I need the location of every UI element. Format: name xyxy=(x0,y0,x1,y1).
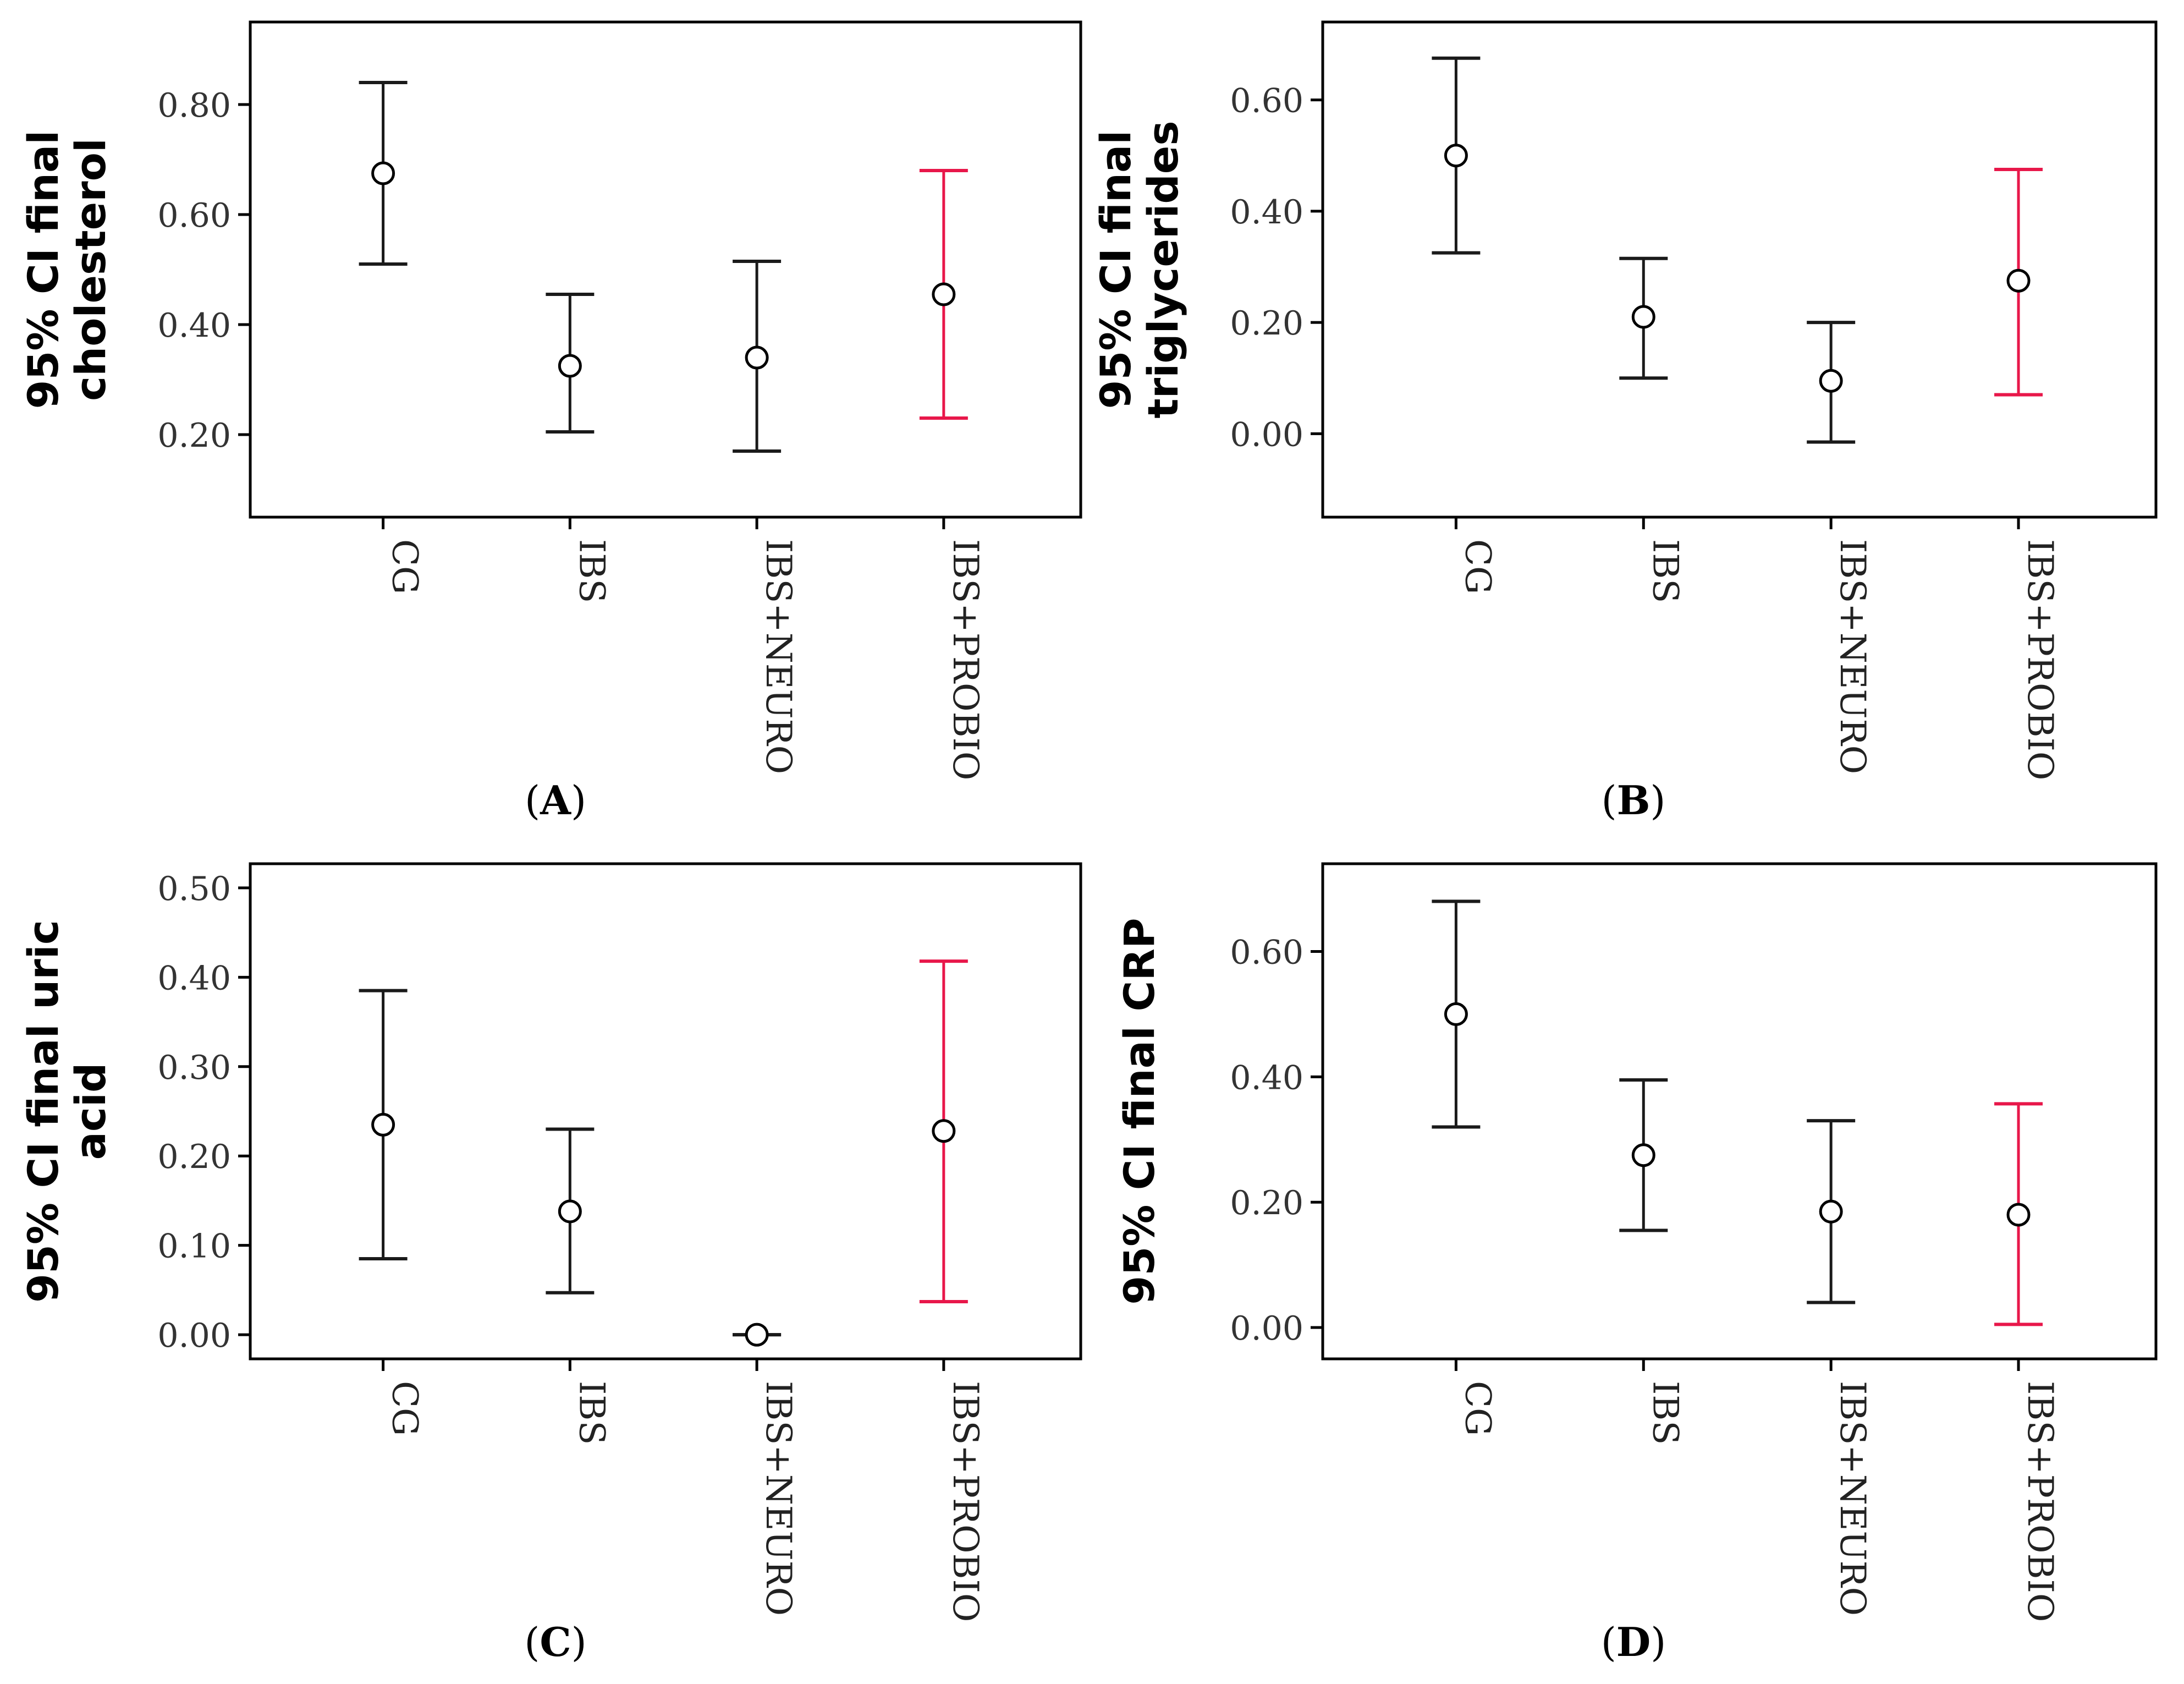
y-tick-label: 0.40 xyxy=(1230,193,1303,232)
errorbar-ibs xyxy=(546,293,595,434)
chart-panel-c: 0.50 0.40 0.30 0.20 0.10 0.00 CG IBS IBS+NEURO IB… xyxy=(19,862,1082,1665)
mean-point xyxy=(2006,1203,2031,1227)
panel-caption: (A) xyxy=(525,777,586,824)
errorbar-ibs xyxy=(1619,1078,1668,1232)
errorbar-ibs-probio xyxy=(1994,167,2043,397)
x-tick-label: CG xyxy=(1457,1381,1498,1436)
y-tick-label: 0.40 xyxy=(157,306,231,345)
y-axis-title-line: acid xyxy=(66,1063,115,1160)
mean-point xyxy=(745,345,769,370)
x-tick-label: CG xyxy=(384,539,425,594)
panel-caption: (B) xyxy=(1601,777,1665,824)
mean-point xyxy=(1819,369,1843,393)
mean-point xyxy=(371,161,395,185)
y-tick-label: 0.00 xyxy=(1230,1309,1303,1348)
mean-point xyxy=(745,1323,769,1347)
y-tick-label: 0.40 xyxy=(1230,1058,1303,1097)
plot-frame xyxy=(249,862,1082,1361)
errorbar-ibs xyxy=(546,1127,595,1294)
y-tick-label: 0.00 xyxy=(157,1317,231,1355)
errorbar-ibs-neuro xyxy=(733,260,782,453)
y-axis-title-line: 95% CI final CRP xyxy=(1115,918,1164,1304)
y-axis-title-line: 95% CI final xyxy=(19,130,68,409)
errorbar-cg xyxy=(1432,899,1481,1129)
mean-point xyxy=(558,1199,582,1224)
x-tick-label: IBS+NEURO xyxy=(758,1381,799,1616)
errorbar-ibs-neuro xyxy=(733,1323,782,1347)
mean-point xyxy=(932,282,956,306)
y-axis-title-line: 95% CI final xyxy=(1091,130,1140,409)
x-tick-label: IBS+PROBIO xyxy=(2020,539,2060,780)
x-tick-label: IBS+PROBIO xyxy=(945,539,986,780)
y-axis-title-line: triglycerides xyxy=(1138,120,1187,418)
y-tick-label: 0.20 xyxy=(1230,1184,1303,1222)
mean-point xyxy=(558,354,582,378)
y-tick-label: 0.20 xyxy=(157,1138,231,1176)
y-tick-label: 0.80 xyxy=(157,86,231,125)
mean-point xyxy=(932,1119,956,1143)
y-axis-title-line: 95% CI final uric xyxy=(19,920,68,1303)
errorbar-cg xyxy=(359,81,408,266)
errorbar-cg xyxy=(359,989,408,1261)
plot-frame xyxy=(249,20,1082,519)
x-tick-label: IBS+PROBIO xyxy=(2020,1381,2060,1622)
y-tick-label: 0.40 xyxy=(157,959,231,997)
x-tick-label: IBS xyxy=(571,539,612,603)
errorbar-ibs-probio xyxy=(919,959,968,1304)
y-tick-label: 0.20 xyxy=(157,416,231,455)
errorbar-ibs-probio xyxy=(1994,1102,2043,1326)
x-tick-label: IBS+NEURO xyxy=(1832,539,1873,774)
y-tick-label: 0.30 xyxy=(157,1049,231,1087)
y-tick-label: 0.20 xyxy=(1230,304,1303,343)
chart-panel-b: 0.60 0.40 0.20 0.00 CG IBS IBS+NEURO IBS+PROBIO… xyxy=(1091,20,2158,824)
errorbar-ibs-probio xyxy=(919,169,968,420)
y-tick-label: 0.60 xyxy=(1230,933,1303,972)
panel-caption: (D) xyxy=(1601,1619,1666,1665)
mean-point xyxy=(1631,1143,1655,1167)
x-tick-label: IBS+NEURO xyxy=(1832,1381,1873,1616)
plot-frame xyxy=(1321,862,2158,1361)
mean-point xyxy=(1444,144,1468,168)
mean-point xyxy=(1631,305,1655,329)
x-tick-label: CG xyxy=(1457,539,1498,594)
errorbar-cg xyxy=(1432,56,1481,255)
chart-panel-a: 0.80 0.60 0.40 0.20 CG IBS IBS+NEURO IBS+PROBIO… xyxy=(19,20,1082,824)
panel-caption: (C) xyxy=(524,1619,587,1665)
x-tick-label: IBS+PROBIO xyxy=(945,1381,986,1622)
mean-point xyxy=(2006,268,2031,293)
mean-point xyxy=(1819,1199,1843,1224)
chart-panel-d: 0.60 0.40 0.20 0.00 CG IBS IBS+NEURO IBS+PROBIO… xyxy=(1115,862,2158,1665)
y-tick-label: 0.50 xyxy=(157,870,231,908)
x-tick-label: IBS xyxy=(1644,1381,1685,1445)
errorbar-ibs xyxy=(1619,256,1668,380)
y-tick-label: 0.60 xyxy=(157,196,231,235)
x-tick-label: IBS xyxy=(571,1381,612,1445)
y-tick-label: 0.60 xyxy=(1230,82,1303,120)
errorbar-ibs-neuro xyxy=(1807,1119,1856,1304)
x-tick-label: CG xyxy=(384,1381,425,1436)
mean-point xyxy=(1444,1002,1468,1026)
y-tick-label: 0.00 xyxy=(1230,415,1303,454)
y-tick-label: 0.10 xyxy=(157,1227,231,1266)
errorbar-ibs-neuro xyxy=(1807,321,1856,444)
x-tick-label: IBS xyxy=(1644,539,1685,603)
mean-point xyxy=(371,1112,395,1137)
y-axis-title-line: cholesterol xyxy=(66,138,115,401)
plot-frame xyxy=(1321,20,2158,519)
x-tick-label: IBS+NEURO xyxy=(758,539,799,774)
